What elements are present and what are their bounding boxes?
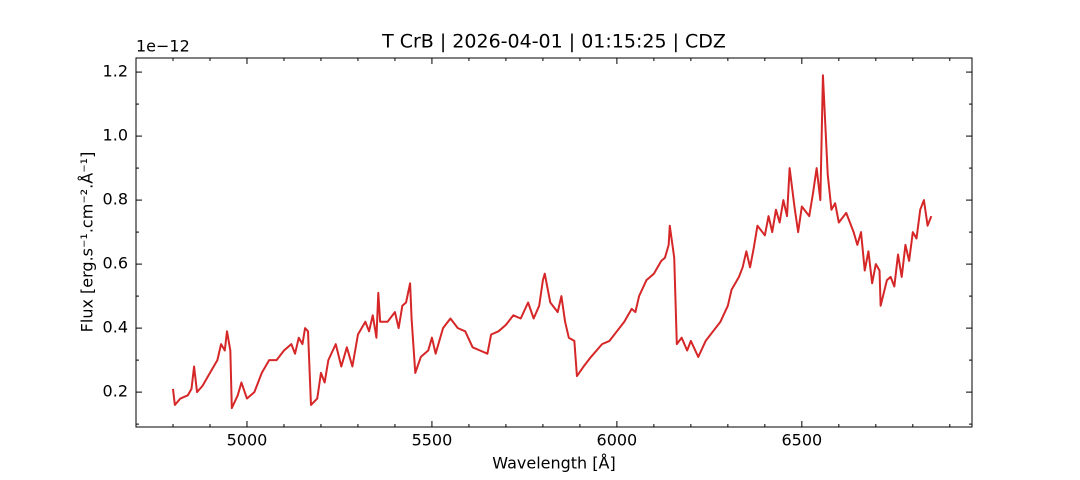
y-tick-label: 0.2 bbox=[103, 382, 128, 401]
y-tick-label: 1.0 bbox=[103, 126, 128, 145]
spectrum-line bbox=[171, 74, 933, 410]
plot-frame bbox=[135, 57, 973, 428]
x-tick-label: 6500 bbox=[781, 431, 822, 450]
y-axis-label: Flux [erg.s⁻¹.cm⁻².Å⁻¹] bbox=[78, 152, 97, 333]
x-tick-label: 5500 bbox=[412, 431, 453, 450]
y-tick-label: 1.2 bbox=[103, 62, 128, 81]
y-tick-label: 0.4 bbox=[103, 318, 128, 337]
y-tick-label: 0.6 bbox=[103, 254, 128, 273]
x-axis-label: Wavelength [Å] bbox=[492, 454, 615, 473]
x-tick-label: 5000 bbox=[227, 431, 268, 450]
x-tick-label: 6000 bbox=[597, 431, 638, 450]
y-tick-label: 0.8 bbox=[103, 190, 128, 209]
chart-title: T CrB | 2026-04-01 | 01:15:25 | CDZ bbox=[381, 31, 726, 53]
y-offset-label: 1e−12 bbox=[136, 37, 190, 56]
